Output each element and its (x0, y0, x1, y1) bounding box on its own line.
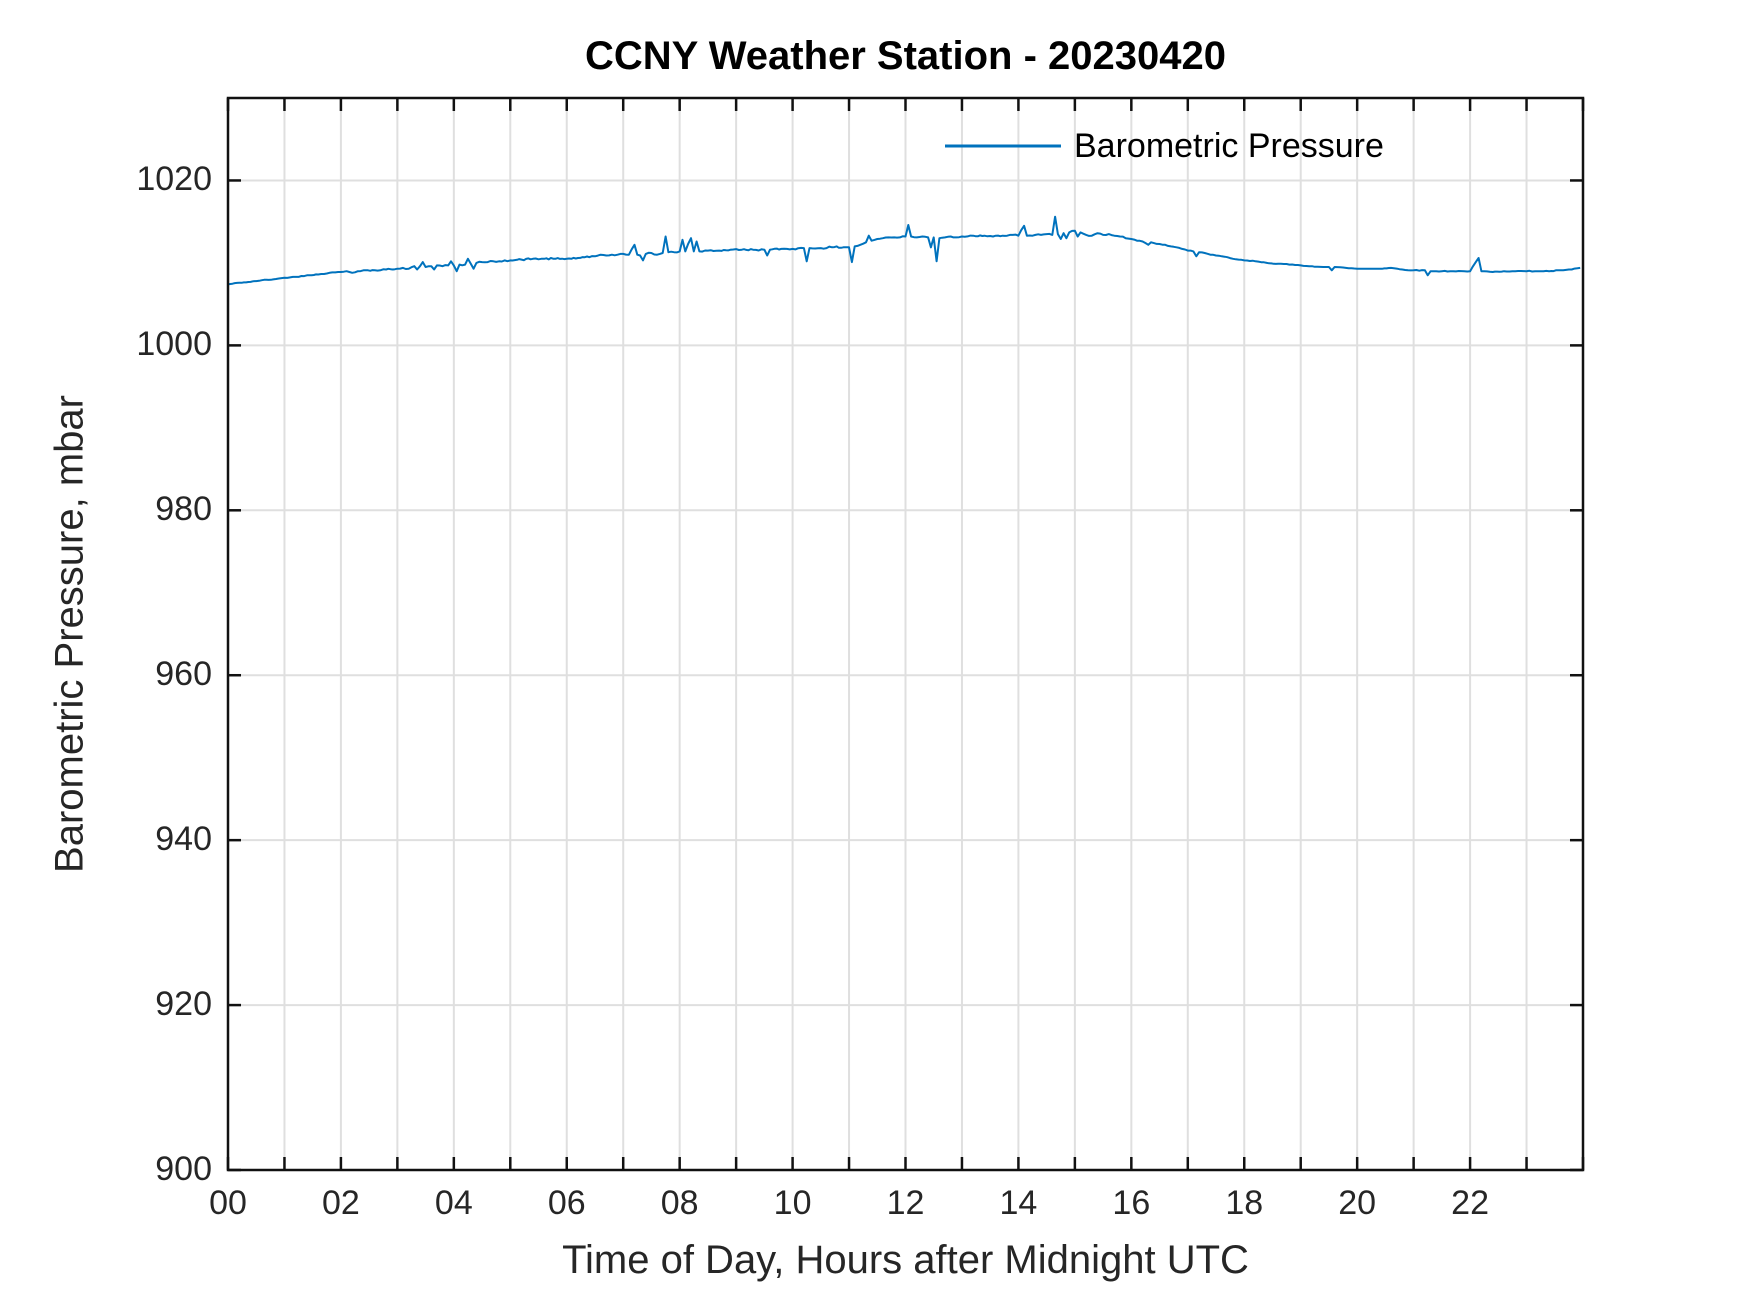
y-tick-label: 1000 (136, 325, 212, 364)
x-tick-label: 20 (1338, 1184, 1377, 1222)
x-tick-label: 04 (434, 1184, 473, 1222)
legend-line-sample-icon (945, 144, 1061, 148)
y-tick-label: 900 (155, 1150, 212, 1188)
x-tick-label: 14 (999, 1184, 1038, 1222)
x-tick-label: 16 (1112, 1184, 1151, 1222)
x-tick-label: 00 (209, 1184, 247, 1222)
y-tick-label: 960 (155, 655, 212, 694)
y-tick-label: 980 (155, 490, 212, 529)
pressure-series-line (227, 215, 1581, 286)
x-axis-label: Time of Day, Hours after Midnight UTC (562, 1238, 1249, 1282)
legend-label: Barometric Pressure (1074, 126, 1384, 165)
y-tick-label: 1020 (136, 160, 212, 199)
y-tick-label: 920 (155, 985, 212, 1024)
x-tick-label: 06 (547, 1184, 586, 1222)
y-tick-label: 940 (155, 820, 212, 859)
y-axis-label: Barometric Pressure, mbar (47, 395, 92, 873)
x-tick-label: 18 (1225, 1184, 1264, 1222)
x-tick-label: 22 (1451, 1184, 1489, 1222)
chart-title: CCNY Weather Station - 20230420 (585, 34, 1226, 78)
legend: Barometric Pressure (944, 122, 1384, 170)
x-tick-label: 08 (660, 1184, 699, 1222)
x-tick-label: 02 (321, 1184, 360, 1222)
x-tick-label: 12 (886, 1184, 925, 1222)
x-tick-label: 10 (773, 1184, 812, 1222)
